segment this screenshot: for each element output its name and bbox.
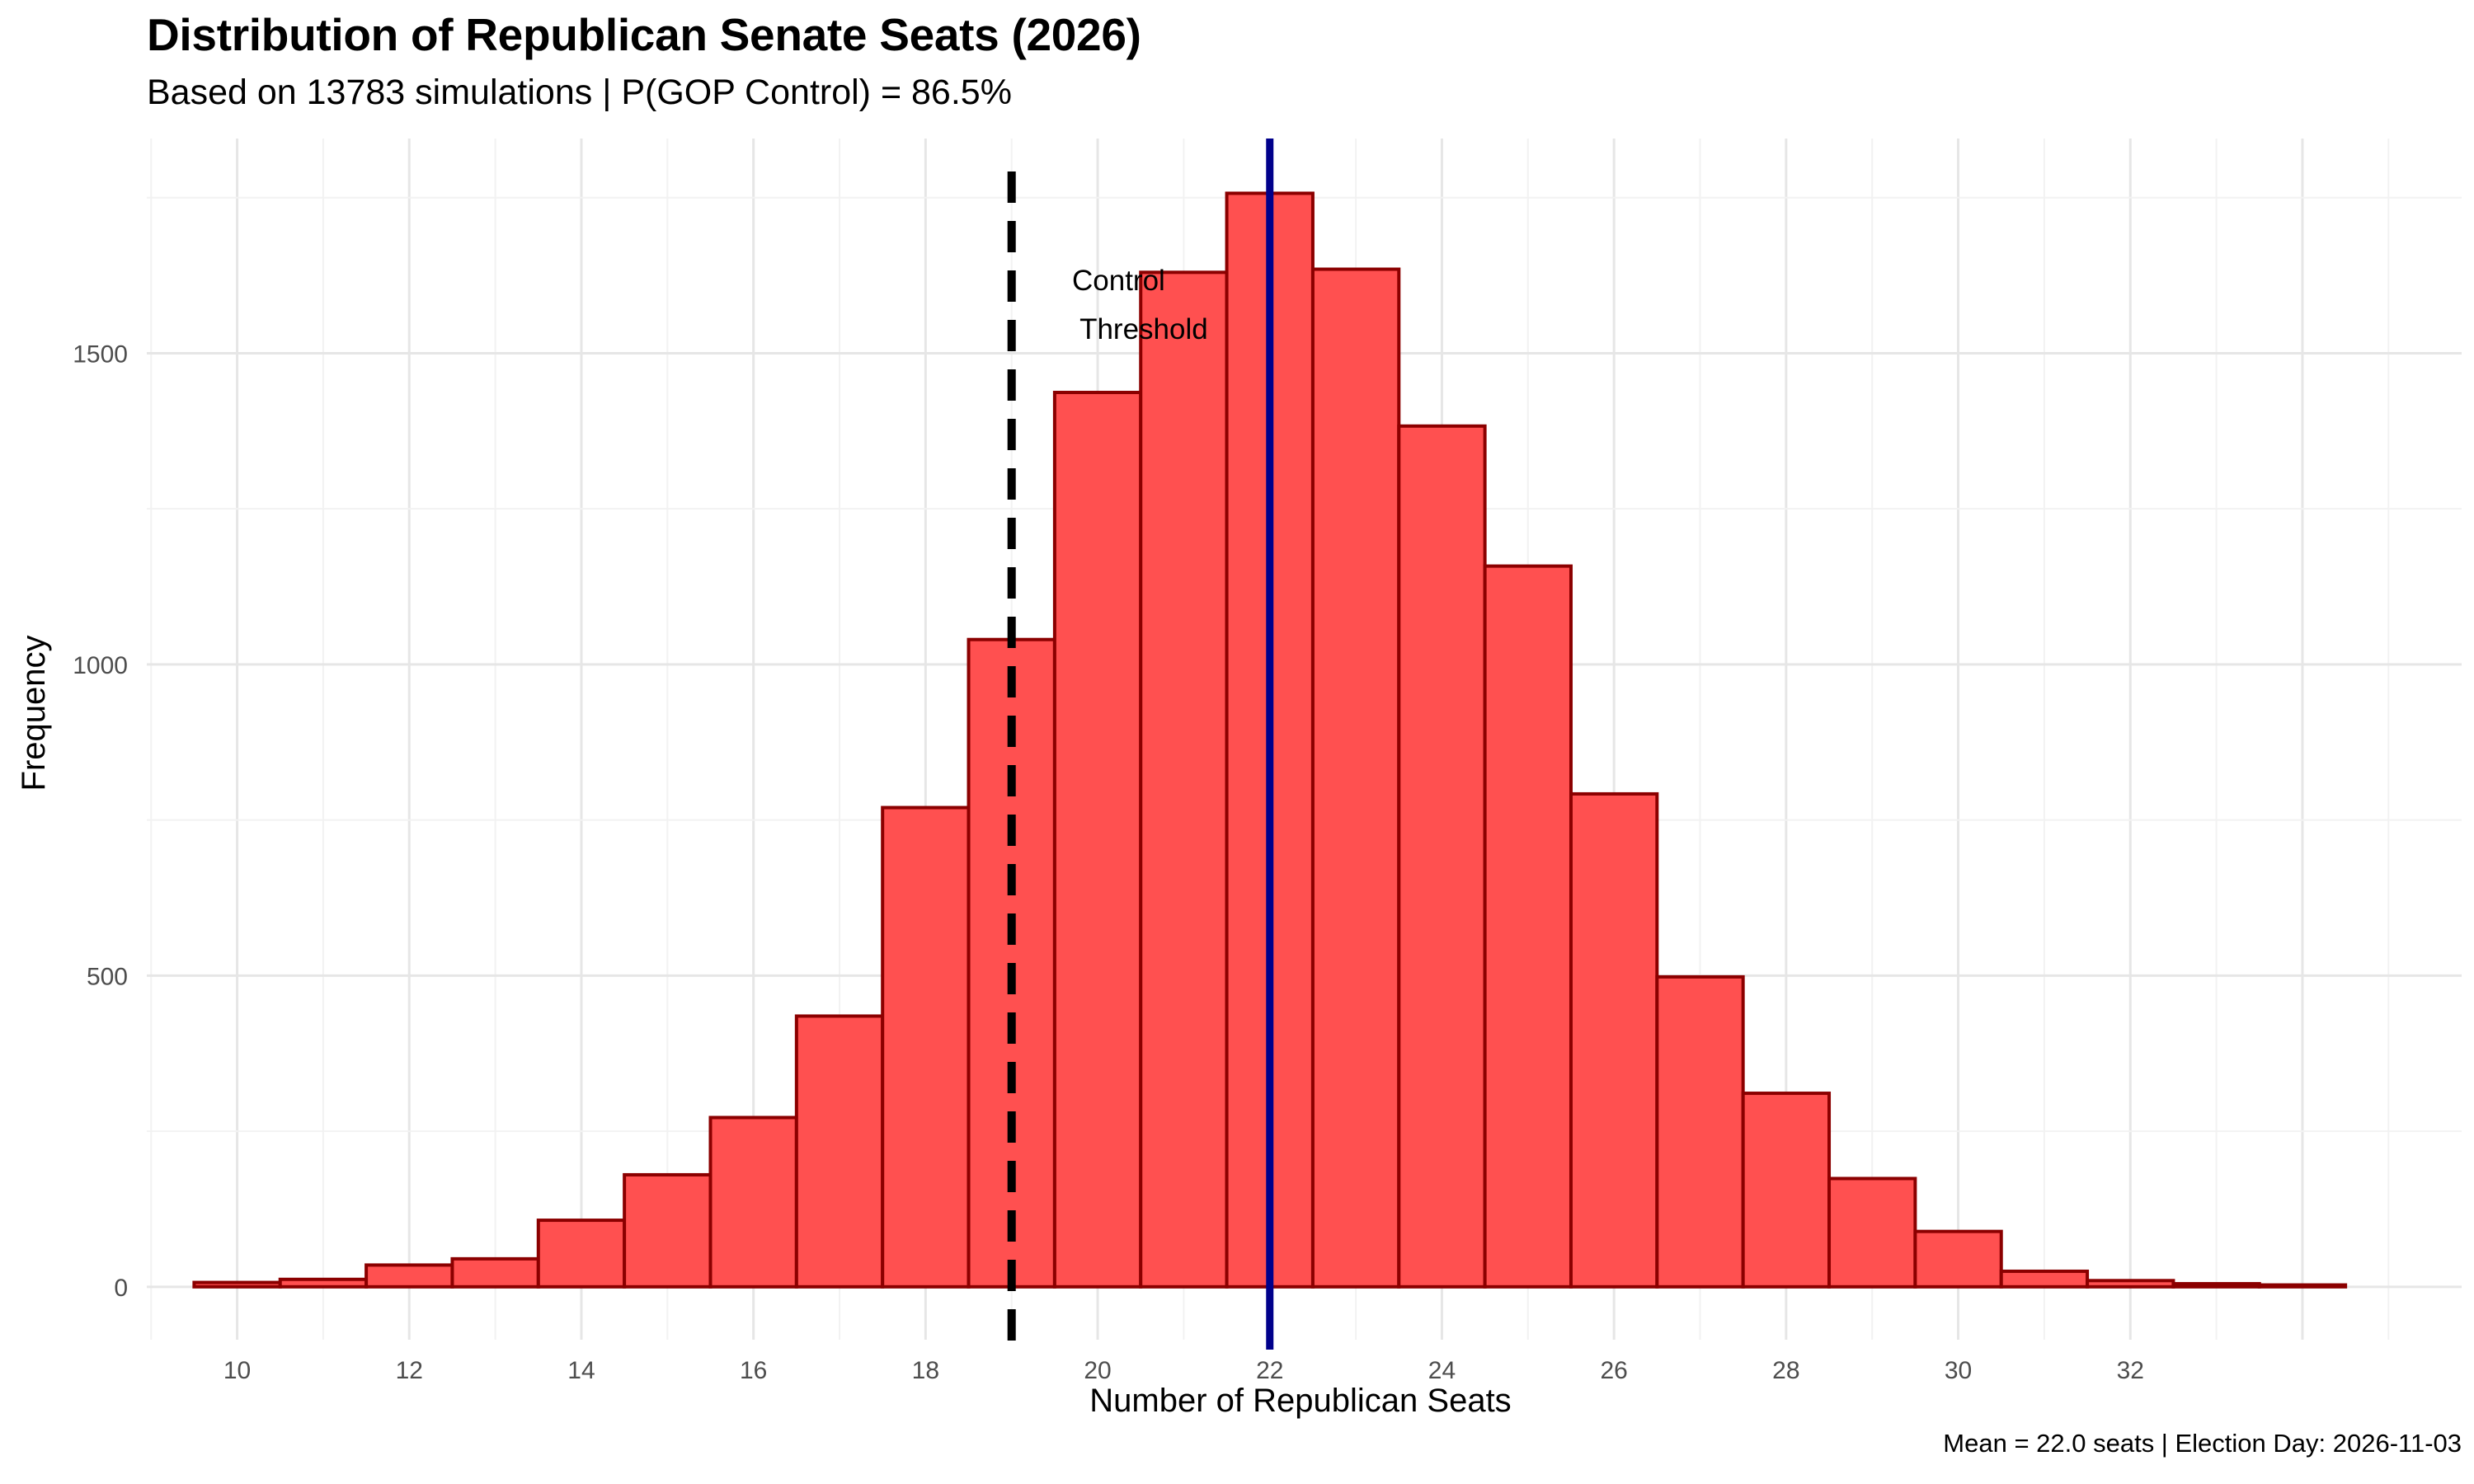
histogram-bar bbox=[365, 1263, 454, 1289]
x-tick-label: 18 bbox=[912, 1357, 939, 1384]
histogram-bar bbox=[708, 1115, 798, 1289]
reference-lines bbox=[1007, 139, 1274, 1350]
histogram-bar bbox=[794, 1014, 885, 1289]
histogram-bar bbox=[1052, 391, 1143, 1289]
x-tick-label: 10 bbox=[223, 1357, 251, 1384]
threshold-annotation-line1: Control bbox=[1072, 265, 1165, 297]
y-tick-label: 1000 bbox=[73, 652, 128, 679]
histogram-bar bbox=[2086, 1279, 2175, 1289]
histogram-bar bbox=[1913, 1229, 2003, 1289]
y-tick-label: 0 bbox=[114, 1275, 128, 1302]
y-tick-labels: 0 500 1000 1500 bbox=[73, 340, 128, 1301]
x-tick-label: 20 bbox=[1084, 1357, 1111, 1384]
y-tick-label: 1500 bbox=[73, 340, 128, 368]
x-tick-label: 28 bbox=[1772, 1357, 1799, 1384]
x-tick-label: 14 bbox=[567, 1357, 595, 1384]
histogram-bar bbox=[278, 1277, 369, 1289]
histogram-bar bbox=[1741, 1092, 1832, 1289]
y-axis-label: Frequency bbox=[16, 636, 52, 791]
x-tick-label: 22 bbox=[1256, 1357, 1283, 1384]
histogram-bar bbox=[1655, 974, 1745, 1289]
chart-title: Distribution of Republican Senate Seats … bbox=[147, 9, 1141, 60]
y-tick-label: 500 bbox=[87, 963, 128, 990]
histogram-bar bbox=[623, 1172, 713, 1289]
histogram-bar bbox=[2171, 1282, 2261, 1289]
histogram-bar bbox=[450, 1256, 540, 1289]
x-tick-label: 26 bbox=[1600, 1357, 1627, 1384]
histogram-bars bbox=[192, 191, 2348, 1289]
x-tick-label: 32 bbox=[2117, 1357, 2144, 1384]
x-tick-label: 12 bbox=[396, 1357, 423, 1384]
histogram-bar bbox=[881, 805, 971, 1289]
histogram-bar bbox=[192, 1280, 282, 1289]
x-tick-label: 24 bbox=[1428, 1357, 1456, 1384]
histogram-bar bbox=[1999, 1269, 2090, 1289]
histogram-bar bbox=[536, 1219, 627, 1289]
histogram-bar bbox=[1397, 424, 1487, 1289]
chart-caption: Mean = 22.0 seats | Election Day: 2026-1… bbox=[1943, 1429, 2462, 1458]
x-tick-label: 16 bbox=[740, 1357, 767, 1384]
histogram-bar bbox=[1310, 267, 1401, 1289]
x-tick-label: 30 bbox=[1945, 1357, 1972, 1384]
histogram-bar bbox=[1569, 791, 1659, 1289]
threshold-annotation-line2: Threshold bbox=[1072, 313, 1208, 345]
chart-subtitle: Based on 13783 simulations | P(GOP Contr… bbox=[147, 73, 1012, 112]
histogram-bar bbox=[1139, 270, 1229, 1289]
histogram-bar bbox=[1827, 1176, 1917, 1289]
histogram-bar bbox=[2257, 1283, 2348, 1289]
histogram-bar bbox=[1483, 564, 1573, 1289]
x-tick-labels: 10 12 14 16 18 20 22 24 26 28 30 32 bbox=[223, 1357, 2144, 1384]
x-axis-label: Number of Republican Seats bbox=[1089, 1383, 1511, 1419]
